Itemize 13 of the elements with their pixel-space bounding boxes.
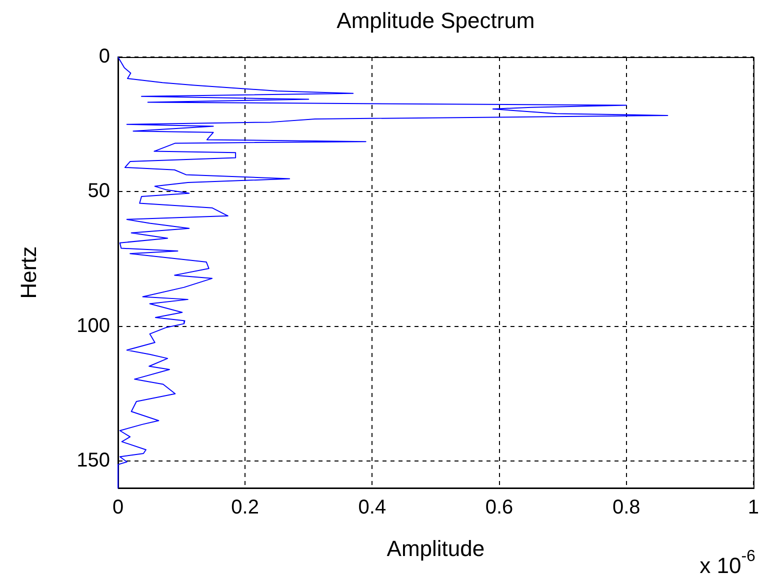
y-tick-label: 100: [76, 314, 110, 337]
x-axis-title: Amplitude: [386, 536, 485, 562]
chart-title: Amplitude Spectrum: [336, 8, 535, 34]
y-tick-label: 0: [98, 46, 110, 68]
y-tick-label: 150: [76, 450, 110, 472]
y-tick-label: 50: [88, 180, 110, 202]
x-tick-label: 0.4: [358, 496, 386, 519]
x-tick-label: 0.8: [612, 496, 640, 519]
x-tick-label: 0.6: [485, 496, 514, 519]
x-tick-label: 0: [112, 496, 124, 519]
y-axis-title: Hertz: [16, 246, 42, 299]
x-tick-label: 0.2: [231, 496, 259, 519]
x-tick-label: 1: [748, 496, 759, 519]
